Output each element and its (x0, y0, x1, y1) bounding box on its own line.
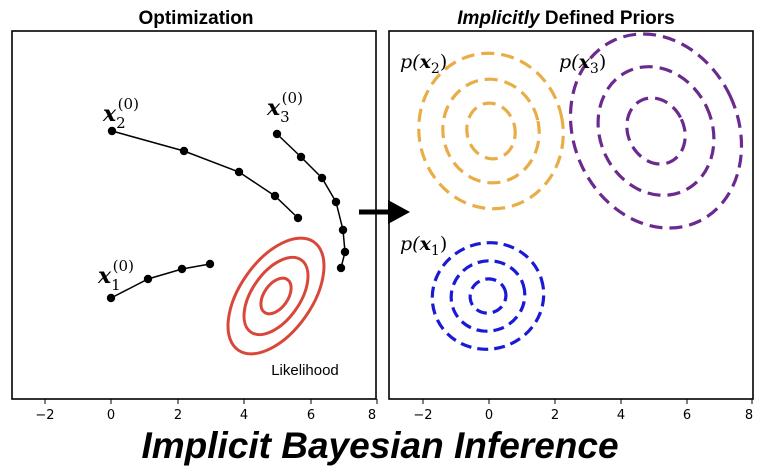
left-tick-label: 2 (174, 408, 182, 423)
left-panel-title: Optimization (138, 8, 253, 29)
p-x2-sub: 2 (431, 61, 440, 77)
trajectory-point (179, 146, 189, 156)
trajectory-point (143, 274, 153, 284)
left-tick-label: 4 (240, 408, 248, 423)
trajectory-point (296, 152, 306, 162)
right-tick-label: −2 (413, 408, 432, 423)
trajectory-point (336, 263, 346, 273)
x3-start-label: x3(0) (266, 89, 303, 126)
x3-start-base: x (266, 95, 281, 121)
trajectory-point (317, 173, 327, 183)
p-x1-base: x (419, 233, 432, 255)
right-panel: p(x2) p(x3) p(x1) −2 0 2 4 6 8 (388, 30, 754, 423)
right-panel-frame (388, 30, 754, 400)
likelihood-contour-middle (242, 255, 310, 337)
prior-x2-contour-middle (441, 77, 541, 185)
trajectory-x3 (272, 129, 350, 273)
p-x3-pre: p( (559, 51, 579, 73)
trajectory-point (107, 126, 117, 136)
prior-x3-contour-outer (568, 32, 744, 230)
p-x1-label: p(x1) (400, 233, 447, 259)
prior-x2-contour-outer (417, 51, 565, 211)
prior-x2-contours (417, 51, 565, 211)
trajectory-point (338, 225, 348, 235)
trajectory-point (272, 129, 282, 139)
likelihood-label: Likelihood (271, 362, 339, 379)
prior-x1-contour-middle (449, 259, 527, 333)
p-x3-sub: 3 (590, 61, 599, 77)
prior-x1-contour-inner (468, 277, 508, 315)
x2-start-label: x2(0) (102, 95, 139, 132)
p-x3-post: ) (599, 51, 606, 73)
likelihood-contour-outer (226, 236, 326, 356)
trajectory-x1 (106, 259, 215, 303)
p-x2-post: ) (440, 51, 447, 73)
trajectory-x2 (107, 126, 303, 223)
trajectory-point (205, 259, 215, 269)
p-x2-label: p(x2) (400, 51, 447, 77)
x1-start-sup: (0) (113, 257, 134, 275)
p-x3-label: p(x3) (559, 51, 606, 77)
right-panel-title: Implicitly Defined Priors (457, 8, 675, 29)
p-x2-base: x (419, 51, 432, 73)
prior-x2-contour-inner (465, 101, 517, 161)
x2-start-sup: (0) (118, 95, 139, 113)
trajectory-point (234, 167, 244, 177)
p-x1-post: ) (440, 233, 447, 255)
x1-start-sub: 1 (111, 276, 121, 294)
x3-start-sub: 3 (280, 108, 290, 126)
left-tick-label: 8 (368, 408, 376, 423)
prior-x3-contour-inner (625, 96, 687, 166)
right-tick-label: 4 (617, 408, 625, 423)
trajectory-point (331, 197, 341, 207)
right-tick-label: 8 (745, 408, 753, 423)
figure-footer-title: Implicit Bayesian Inference (141, 425, 618, 466)
trajectory-point (293, 213, 303, 223)
likelihood-contours (226, 236, 326, 356)
x2-start-base: x (102, 101, 117, 127)
left-tick-label: 0 (107, 408, 115, 423)
right-tick-label: 0 (485, 408, 493, 423)
p-x3-base: x (578, 51, 591, 73)
left-x-axis (44, 399, 378, 404)
prior-x1-contour-outer (430, 241, 546, 351)
trajectory-point (106, 293, 116, 303)
right-tick-label: 2 (551, 408, 559, 423)
p-x2-pre: p( (400, 51, 420, 73)
x3-start-sup: (0) (282, 89, 303, 107)
x1-start-base: x (97, 263, 112, 289)
x1-start-label: x1(0) (97, 257, 134, 294)
likelihood-contour-inner (259, 276, 293, 316)
trajectory-x1-line (110, 263, 211, 299)
p-x1-sub: 1 (431, 243, 440, 259)
left-panel-frame (11, 30, 377, 400)
trajectory-point (270, 191, 280, 201)
trajectory-point (340, 247, 350, 257)
prior-x3-contour-middle (596, 65, 716, 197)
trajectory-point (177, 264, 187, 274)
left-tick-label: −2 (35, 408, 54, 423)
right-arrow-icon (359, 200, 410, 224)
x2-start-sub: 2 (116, 114, 126, 132)
left-panel: Likelihood x2(0) x3(0) x1(0) −2 0 2 4 6 … (11, 30, 378, 423)
right-tick-label: 6 (683, 408, 691, 423)
left-tick-label: 6 (307, 408, 315, 423)
prior-x1-contours (430, 241, 546, 351)
right-x-axis (422, 399, 753, 404)
prior-x3-contours (568, 32, 744, 230)
p-x1-pre: p( (400, 233, 420, 255)
right-title-italic: Implicitly (457, 8, 541, 29)
right-title-rest: Defined Priors (540, 8, 675, 29)
